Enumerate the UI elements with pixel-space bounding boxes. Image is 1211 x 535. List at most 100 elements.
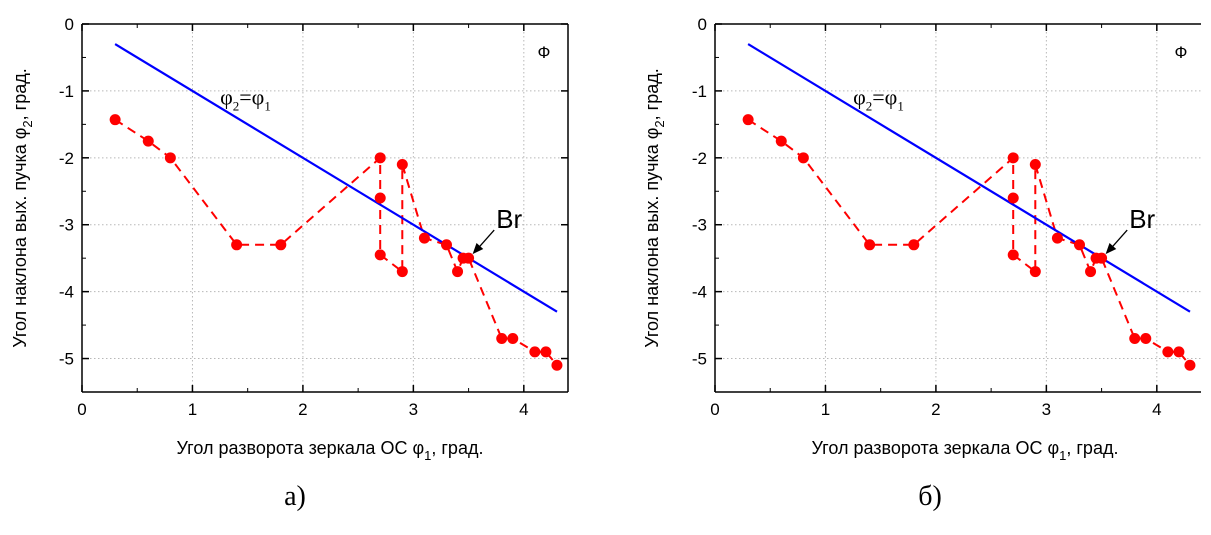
annotation-eq: =φ [872,84,897,109]
y-label-tail: , град. [10,68,30,120]
data-point [775,135,787,147]
data-point [797,152,809,164]
plot-area [114,43,558,366]
br-label: Br [1129,204,1155,234]
annotation-eq: =φ [239,84,264,109]
data-point [374,192,386,204]
x-tick-label: 4 [1152,400,1161,419]
annotation-sub-left: 2 [233,98,240,113]
x-tick-label: 1 [821,400,830,419]
x-axis-label: Угол разворота зеркала ОС φ1, град. [177,438,484,463]
x-tick-label: 1 [188,400,197,419]
x-tick-label: 0 [710,400,719,419]
plot-area [747,43,1191,366]
data-point [742,114,754,126]
y-tick-label: -2 [59,149,74,168]
y-axis-label: Угол наклона вых. пучка φ2, град. [642,68,667,348]
data-point [374,249,386,261]
data-point [374,152,386,164]
data-point [396,159,408,171]
data-point [1129,332,1141,344]
data-point [908,239,920,251]
annotation-sub-right: 1 [264,98,271,113]
data-point [231,239,243,251]
panel-label: а) [284,481,306,512]
x-tick-label: 0 [77,400,86,419]
data-point [1173,346,1185,358]
y-tick-label: -4 [59,283,74,302]
data-point [1074,239,1085,251]
x-label-sub: 1 [1059,448,1066,463]
data-point [164,152,176,164]
x-label-main: Угол разворота зеркала ОС φ [812,438,1060,458]
data-point [1007,152,1019,164]
x-tick-label: 4 [519,400,528,419]
data-point [1051,232,1063,244]
data-point [864,239,876,251]
x-tick-label: 3 [1042,400,1051,419]
data-point [1096,252,1108,264]
annotation-sub-right: 1 [897,98,904,113]
y-tick-label: -3 [692,216,707,235]
data-point [1140,332,1152,344]
data-point [529,346,541,358]
panel-label: б) [918,481,942,512]
y-tick-label: -5 [692,350,707,369]
line-annotation: φ2=φ1 [853,84,904,113]
y-tick-label: -5 [59,350,74,369]
x-tick-label: 3 [409,400,418,419]
y-tick-label: -3 [59,216,74,235]
data-point [1007,249,1019,261]
y-label-main: Угол наклона вых. пучка φ [642,128,662,348]
data-point [496,332,508,344]
data-point [441,239,452,251]
y-tick-label: -2 [692,149,707,168]
data-point [1085,266,1097,278]
series-line-blue [747,43,1191,313]
data-point [452,266,464,278]
y-tick-label: -4 [692,283,707,302]
data-point [1162,346,1174,358]
data-point [418,232,430,244]
br-pointer-arrowhead [472,242,484,255]
y-label-sub: 2 [652,120,667,127]
br-pointer-arrowhead [1105,242,1117,255]
y-label-tail: , град. [642,68,662,120]
data-point [396,266,408,278]
error-bar-symbol: Ф [538,43,551,62]
data-point [142,135,154,147]
data-point [275,239,287,251]
y-label-main: Угол наклона вых. пучка φ [10,128,30,348]
annotation-phi: φ [220,84,233,109]
data-point [463,252,475,264]
x-label-main: Угол разворота зеркала ОС φ [177,438,425,458]
y-tick-label: -1 [59,82,74,101]
data-point [109,114,121,126]
series-line-red-dashed [747,118,1191,366]
x-label-tail: , град. [431,438,483,458]
data-point [1184,359,1196,371]
y-tick-label: -1 [692,82,707,101]
annotation-sub-left: 2 [866,98,873,113]
data-point [540,346,552,358]
data-point [1007,192,1019,204]
x-label-sub: 1 [424,448,431,463]
data-point [1029,266,1041,278]
y-label-sub: 2 [20,120,35,127]
line-annotation: φ2=φ1 [220,84,271,113]
annotation-phi: φ [853,84,866,109]
y-axis-label: Угол наклона вых. пучка φ2, град. [10,68,35,348]
br-label: Br [496,204,522,234]
data-point [1029,159,1041,171]
x-tick-label: 2 [298,400,307,419]
data-point [507,332,519,344]
y-tick-label: 0 [698,15,707,34]
error-bar-symbol: Ф [1175,43,1188,62]
series-line-red-dashed [114,118,558,366]
x-axis-label: Угол разворота зеркала ОС φ1, град. [812,438,1119,463]
x-tick-label: 2 [931,400,940,419]
y-tick-label: 0 [65,15,74,34]
